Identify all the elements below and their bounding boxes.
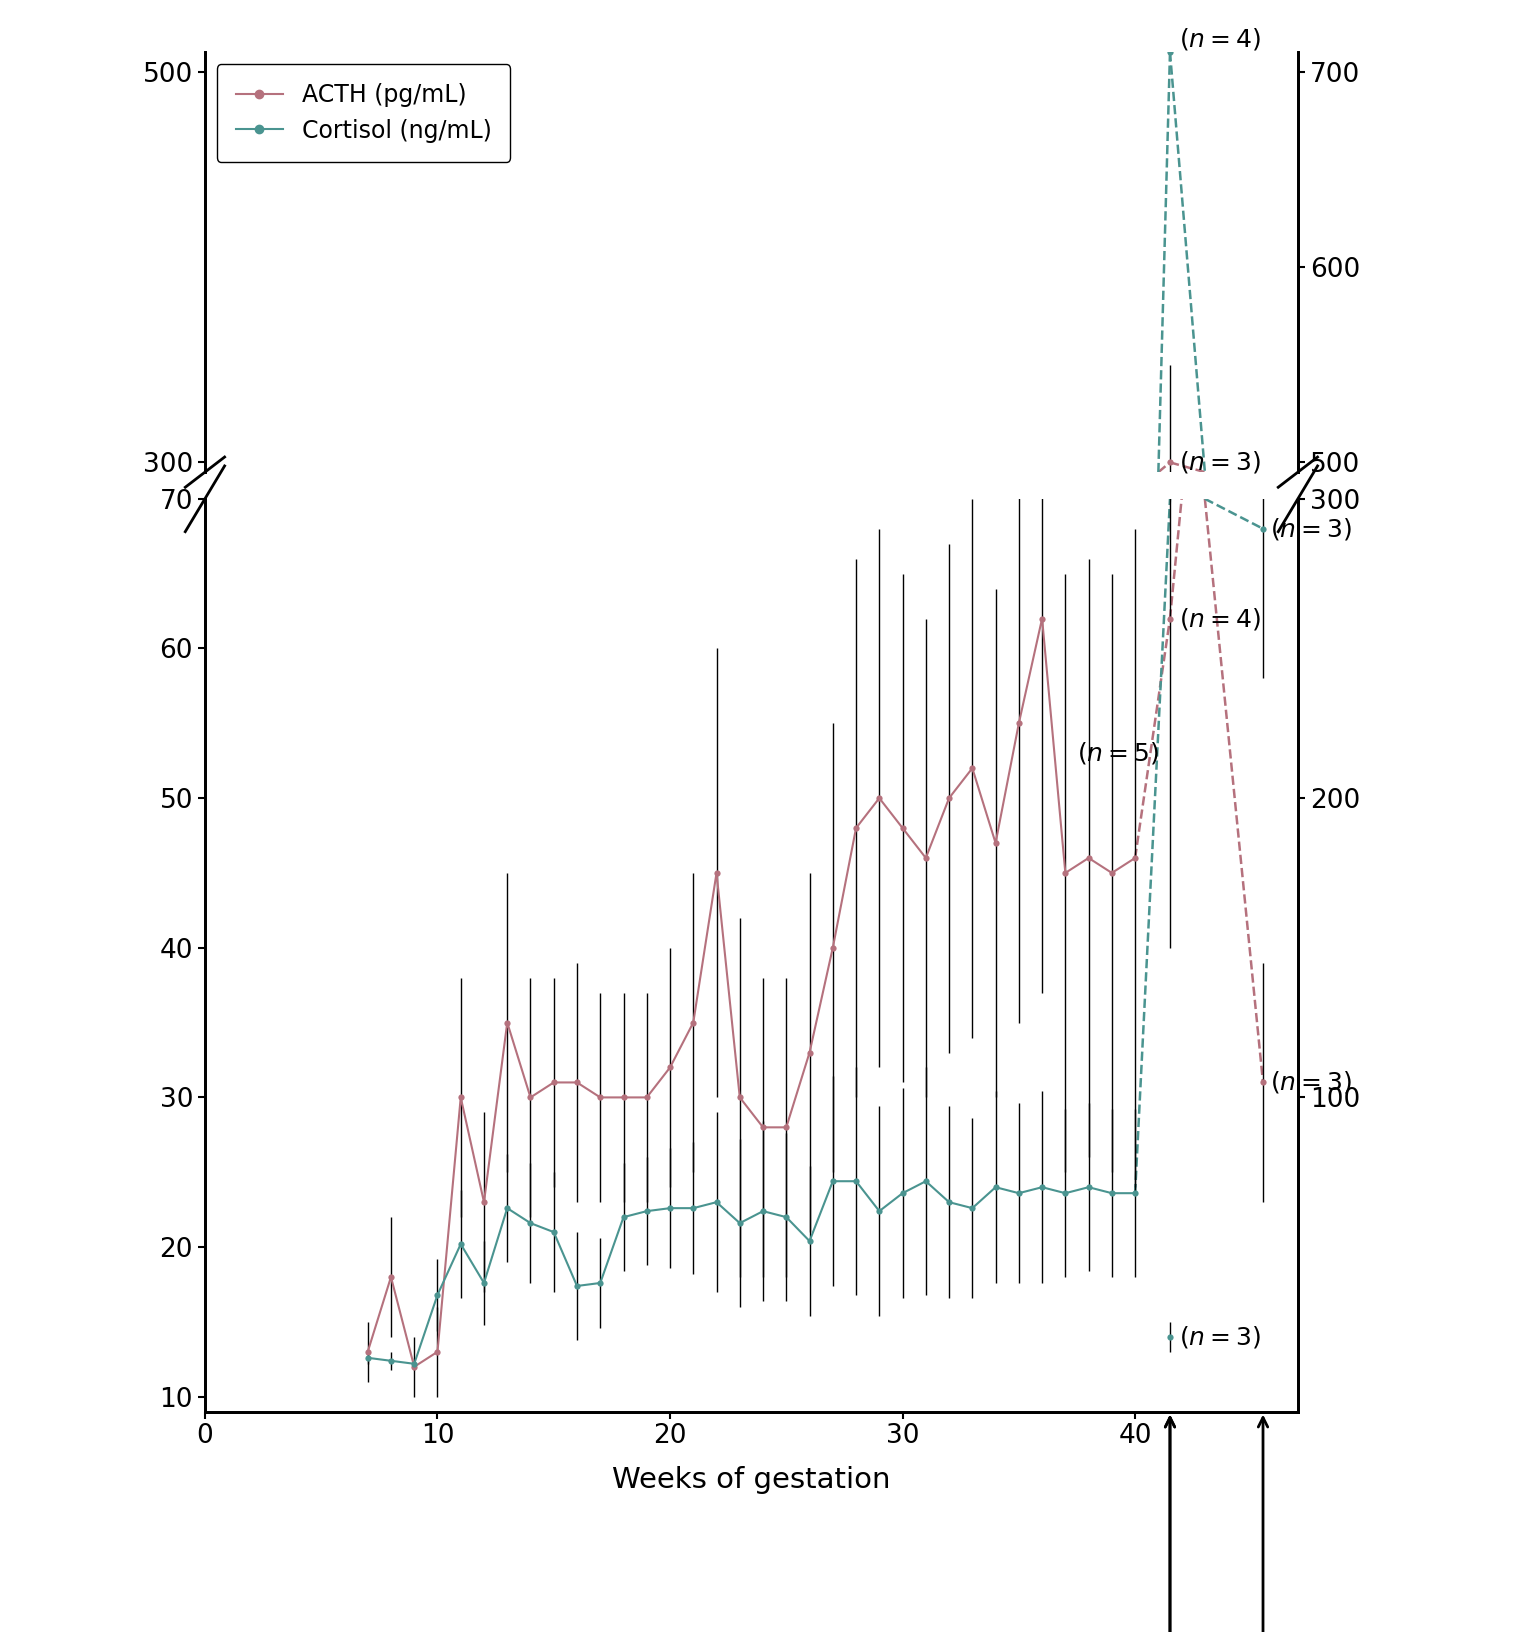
Text: Cord: Cord bbox=[1143, 1418, 1198, 1632]
Text: $(n = 3)$: $(n = 3)$ bbox=[1179, 449, 1261, 475]
Text: $(n = 3)$: $(n = 3)$ bbox=[1271, 516, 1353, 542]
Text: $(n = 3)$: $(n = 3)$ bbox=[1271, 1069, 1353, 1095]
Text: Labor: Labor bbox=[1137, 1418, 1204, 1632]
Text: PP
2nd day: PP 2nd day bbox=[1216, 1418, 1312, 1632]
Text: $(n = 4)$: $(n = 4)$ bbox=[1179, 26, 1261, 52]
Text: $(n = 4)$: $(n = 4)$ bbox=[1179, 605, 1261, 632]
Legend: ACTH (pg/mL), Cortisol (ng/mL): ACTH (pg/mL), Cortisol (ng/mL) bbox=[217, 64, 510, 162]
X-axis label: Weeks of gestation: Weeks of gestation bbox=[612, 1466, 891, 1495]
Text: $(n = 5)$: $(n = 5)$ bbox=[1076, 741, 1158, 765]
Text: $(n = 3)$: $(n = 3)$ bbox=[1179, 1324, 1261, 1350]
